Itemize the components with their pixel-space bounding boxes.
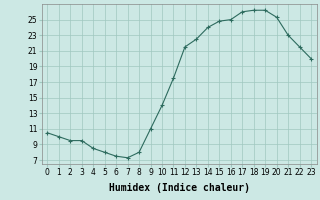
X-axis label: Humidex (Indice chaleur): Humidex (Indice chaleur) [109, 183, 250, 193]
